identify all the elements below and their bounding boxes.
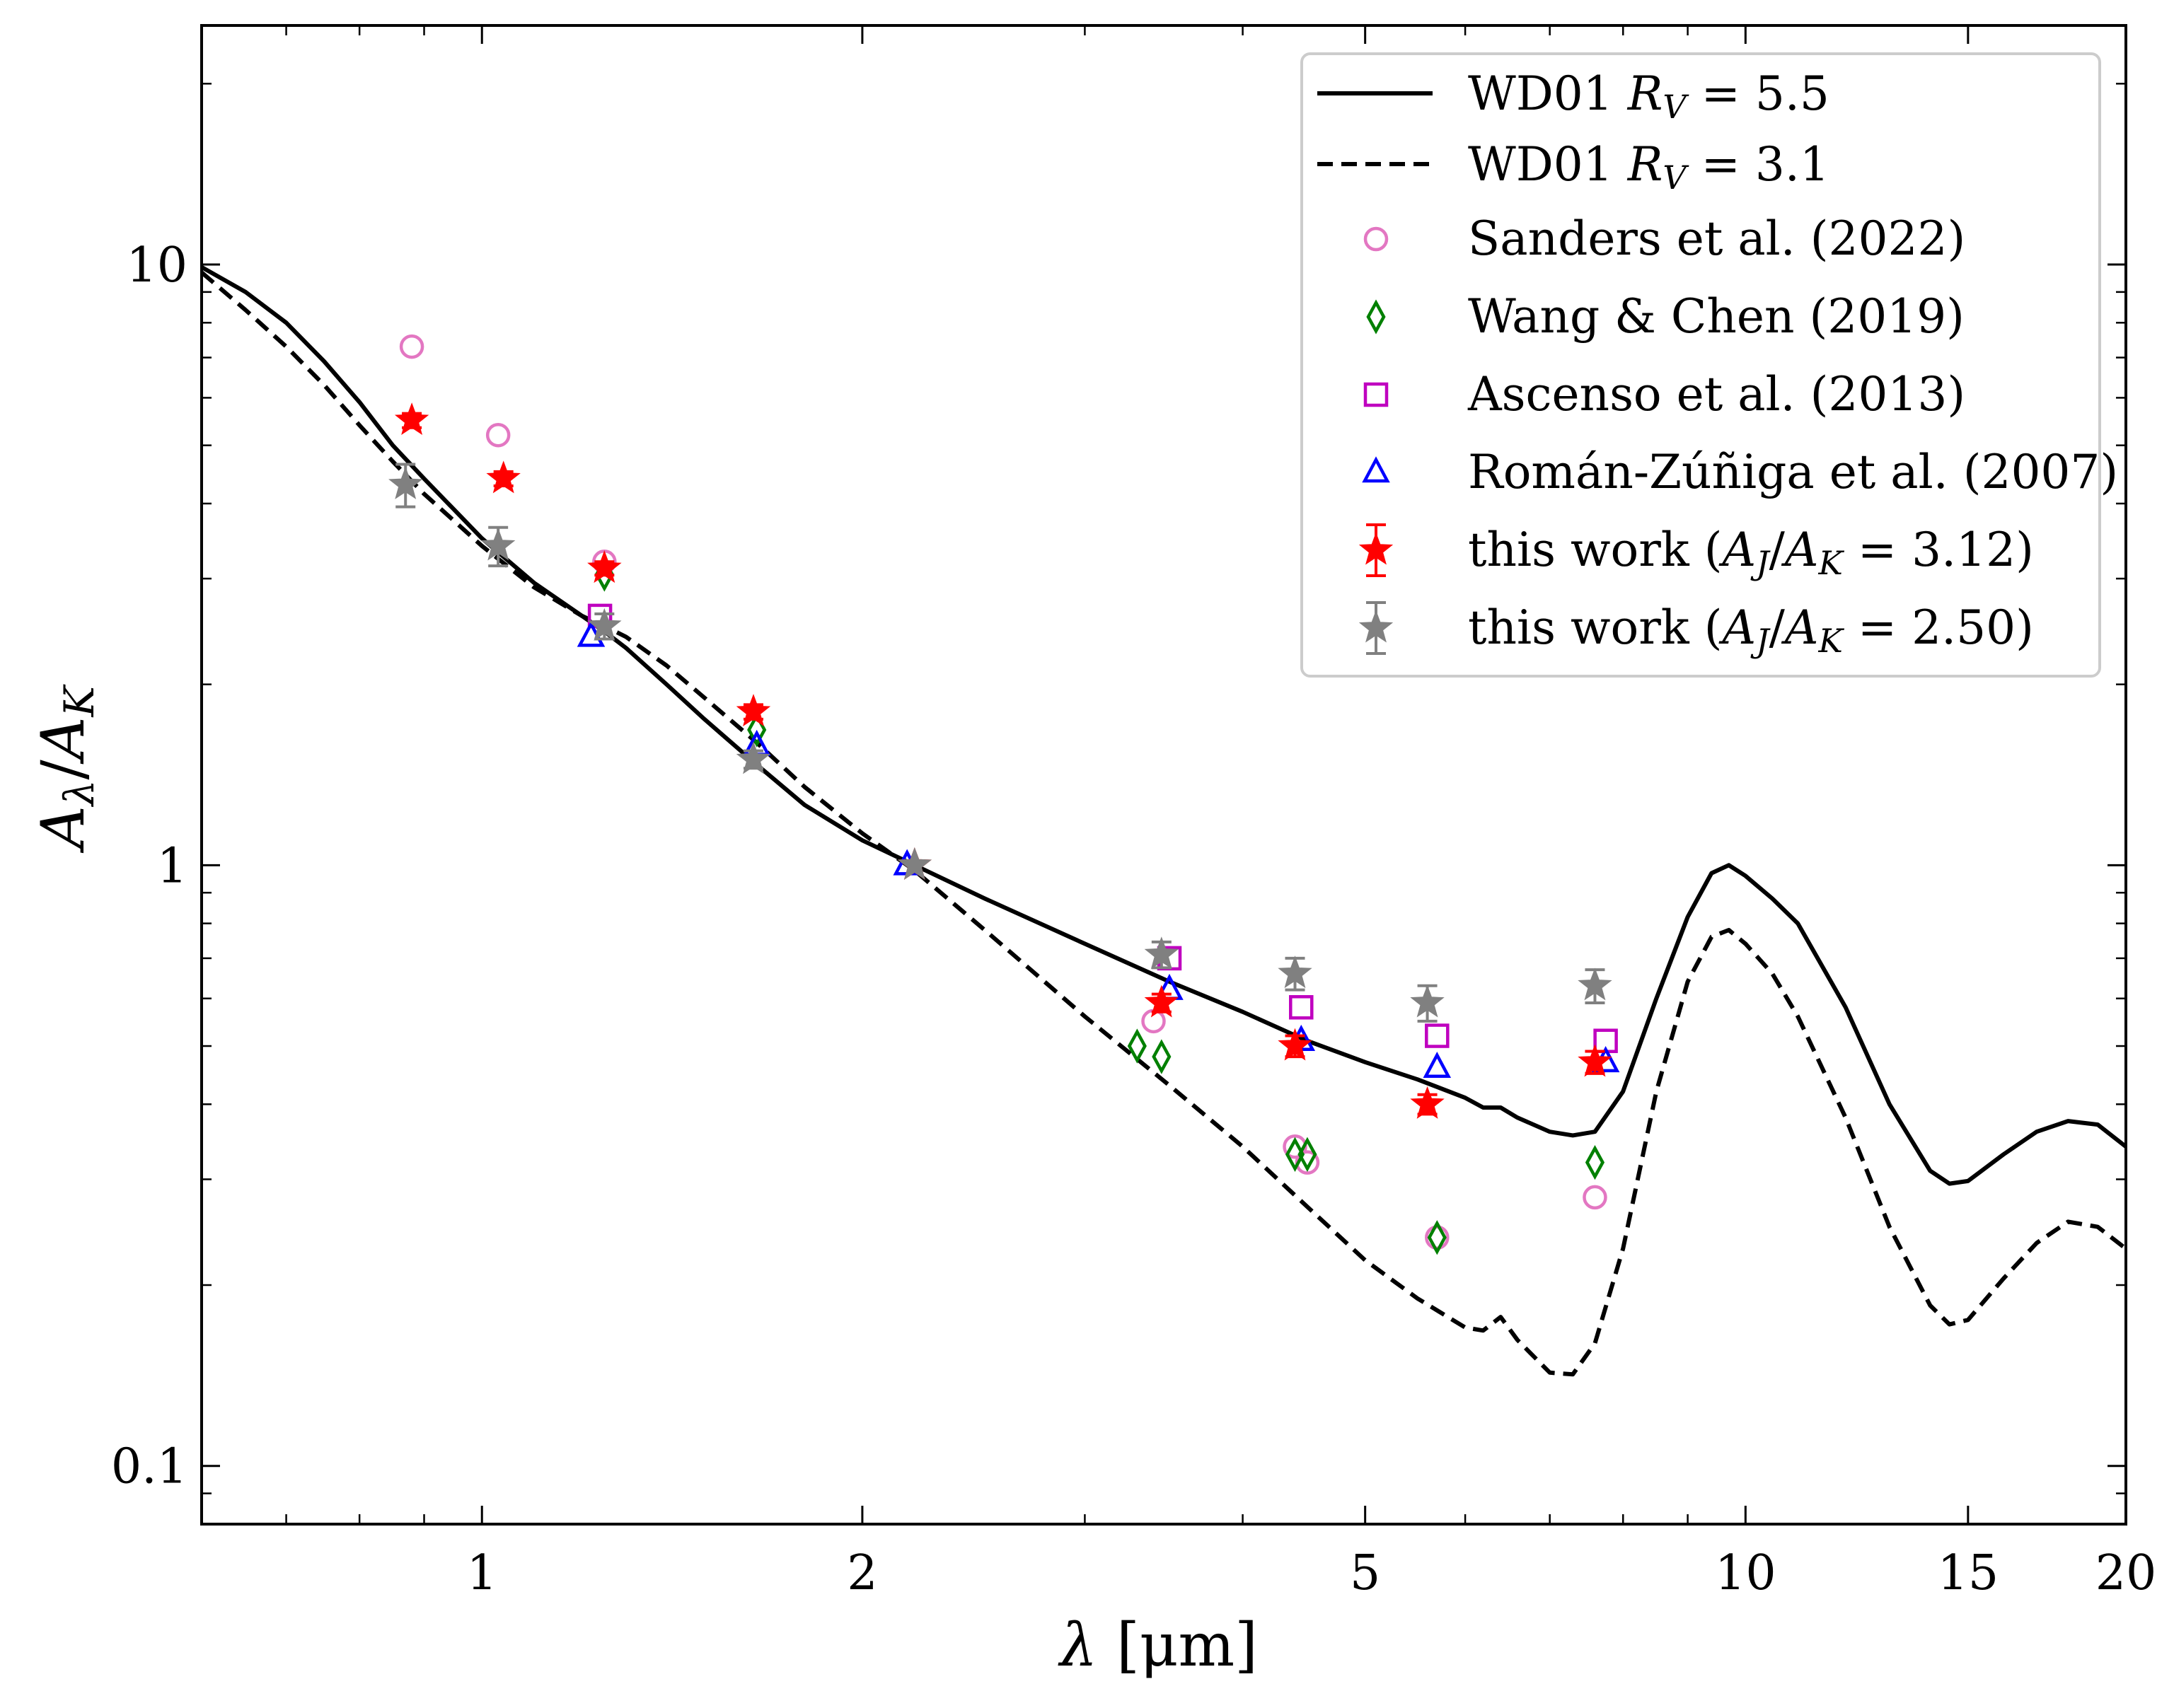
legend-label-wd01-rv31-rest: = 3.1: [1687, 137, 1829, 192]
legend-label-this-work-312-slash: /: [1769, 523, 1786, 577]
legend-label-this-work-250-slash: /: [1769, 600, 1786, 655]
y-axis-label-lambda: λ: [55, 779, 103, 807]
this-work-aj-ak-3-12-point: [486, 460, 521, 494]
rom-n-z-iga-et-al-2007-point: [1423, 1051, 1452, 1079]
model-curves: [202, 265, 2126, 1377]
legend-label-this-work-312: this work (AJ/AK = 3.12): [1468, 523, 2034, 582]
legend-label-this-work-312-aj: A: [1718, 523, 1757, 577]
y-tick-label: 10: [126, 238, 187, 294]
x-axis-label: λ [μm]: [1058, 1610, 1258, 1680]
ascenso-et-al-2013-point: [1289, 995, 1314, 1020]
this-work-aj-ak-2-50-point: [736, 741, 771, 774]
this-work-aj-ak-3-12-point: [1578, 1044, 1612, 1077]
y-axis-label-slash: /: [28, 759, 98, 779]
this-work-aj-ak-2-50-point: [1578, 968, 1612, 1001]
x-tick-label: 5: [1350, 1545, 1380, 1601]
x-axis-label-symbol: λ: [1058, 1610, 1097, 1680]
this-work-aj-ak-2-50-point: [897, 847, 932, 880]
this-work-aj-ak-3-12-point: [394, 402, 429, 436]
y-axis-label-k: K: [55, 683, 103, 717]
legend-label-ascenso: Ascenso et al. (2013): [1467, 367, 1965, 422]
plot-frame: [200, 24, 2127, 1526]
wang-chen-2019-point: [747, 712, 767, 748]
this-work-aj-ak-2-50-point: [388, 466, 423, 499]
this-work-aj-ak-2-50-point: [1278, 955, 1312, 989]
wang-chen-2019-point: [1427, 1220, 1447, 1255]
sanders-et-al-2022-point: [1425, 1225, 1450, 1250]
legend-rom-n-z-iga-et-al-2007-marker: [1362, 456, 1390, 483]
sanders-et-al-2022-point: [485, 422, 511, 448]
this-work-aj-ak-3-12-point: [1144, 984, 1179, 1018]
legend-label-this-work-312-k: K: [1818, 544, 1845, 582]
x-tick-label: 15: [1938, 1545, 1999, 1601]
legend-symbols: [1317, 91, 1433, 655]
legend-label-wd01-rv55-var: R: [1627, 66, 1663, 121]
x-tick-label: 1: [467, 1545, 497, 1601]
legend-label-wd01-rv55-sub: V: [1663, 88, 1689, 126]
x-tick-label: 10: [1715, 1545, 1776, 1601]
wang-chen-2019-point: [1152, 1039, 1172, 1074]
legend-label-roman-zuniga: Román-Zúñiga et al. (2007): [1468, 445, 2118, 499]
sanders-et-al-2022-point: [1583, 1185, 1607, 1210]
y-axis-label-a: A: [28, 806, 98, 854]
curve-wd01-rv55: [202, 265, 2126, 1186]
data-points: [388, 334, 1620, 1255]
this-work-aj-ak-3-12-point: [1410, 1086, 1445, 1119]
legend-sanders-et-al-2022-marker: [1363, 226, 1389, 252]
this-work-aj-ak-2-50-point: [1144, 936, 1179, 970]
legend-label-wd01-rv31-sub: V: [1663, 158, 1689, 197]
curve-wd01-rv31: [202, 270, 2126, 1377]
this-work-aj-ak-2-50-point: [587, 608, 622, 641]
legend-wang-chen-2019-marker: [1366, 299, 1386, 335]
ascenso-et-al-2013-point: [1425, 1023, 1450, 1048]
x-tick-label: 20: [2095, 1545, 2157, 1601]
y-tick-label: 1: [157, 838, 187, 894]
x-axis-label-unit: [μm]: [1097, 1610, 1258, 1680]
this-work-aj-ak-3-12-point: [736, 694, 771, 727]
y-axis-label: Aλ/AK: [28, 683, 103, 853]
legend: WD01 RV = 5.5 WD01 RV = 3.1 Sanders et a…: [1300, 52, 2118, 678]
legend-label-this-work-250-aj: A: [1718, 600, 1757, 655]
this-work-aj-ak-2-50-point: [480, 528, 516, 561]
legend-label-this-work-250: this work (AJ/AK = 2.50): [1468, 600, 2034, 660]
legend-label-this-work-312-ak: A: [1781, 523, 1819, 577]
legend-ascenso-et-al-2013-marker: [1363, 382, 1389, 407]
legend-this-work-aj-ak-3-12-marker: [1358, 532, 1394, 565]
legend-label-this-work-250-k: K: [1818, 622, 1845, 660]
sanders-et-al-2022-point: [399, 334, 424, 359]
legend-label-this-work-250-rest: = 2.50): [1843, 600, 2034, 655]
this-work-aj-ak-3-12-point: [587, 550, 622, 583]
legend-label-this-work-250-main: this work (: [1468, 600, 1723, 655]
y-axis-label-a2: A: [28, 716, 98, 765]
legend-label-wd01-rv55-main: WD01: [1468, 66, 1628, 121]
wang-chen-2019-point: [1297, 1137, 1317, 1172]
legend-label-this-work-312-rest: = 3.12): [1843, 523, 2034, 577]
legend-label-wd01-rv55: WD01 RV = 5.5: [1468, 66, 1829, 126]
legend-label-wd01-rv31-var: R: [1627, 137, 1663, 192]
legend-this-work-aj-ak-2-50-marker: [1358, 610, 1394, 643]
legend-label-this-work-250-ak: A: [1781, 600, 1819, 655]
legend-label-wang-chen: Wang & Chen (2019): [1468, 289, 1965, 344]
this-work-aj-ak-3-12-point: [1278, 1028, 1312, 1061]
tick-labels: 1 2 5 10 15 20 0.1 1 10: [111, 238, 2156, 1601]
wang-chen-2019-point: [1285, 1137, 1305, 1172]
y-tick-label: 0.1: [111, 1439, 187, 1495]
wang-chen-2019-point: [1585, 1144, 1605, 1180]
legend-label-sanders: Sanders et al. (2022): [1468, 211, 1965, 266]
legend-label-wd01-rv31: WD01 RV = 3.1: [1468, 137, 1829, 197]
wang-chen-2019-point: [1127, 1028, 1147, 1064]
legend-label-wd01-rv31-main: WD01: [1468, 137, 1628, 192]
legend-box: [1300, 52, 2101, 678]
x-tick-label: 2: [847, 1545, 877, 1601]
this-work-aj-ak-2-50-point: [1410, 984, 1445, 1018]
legend-label-wd01-rv55-rest: = 5.5: [1687, 66, 1829, 121]
legend-label-this-work-312-main: this work (: [1468, 523, 1723, 577]
